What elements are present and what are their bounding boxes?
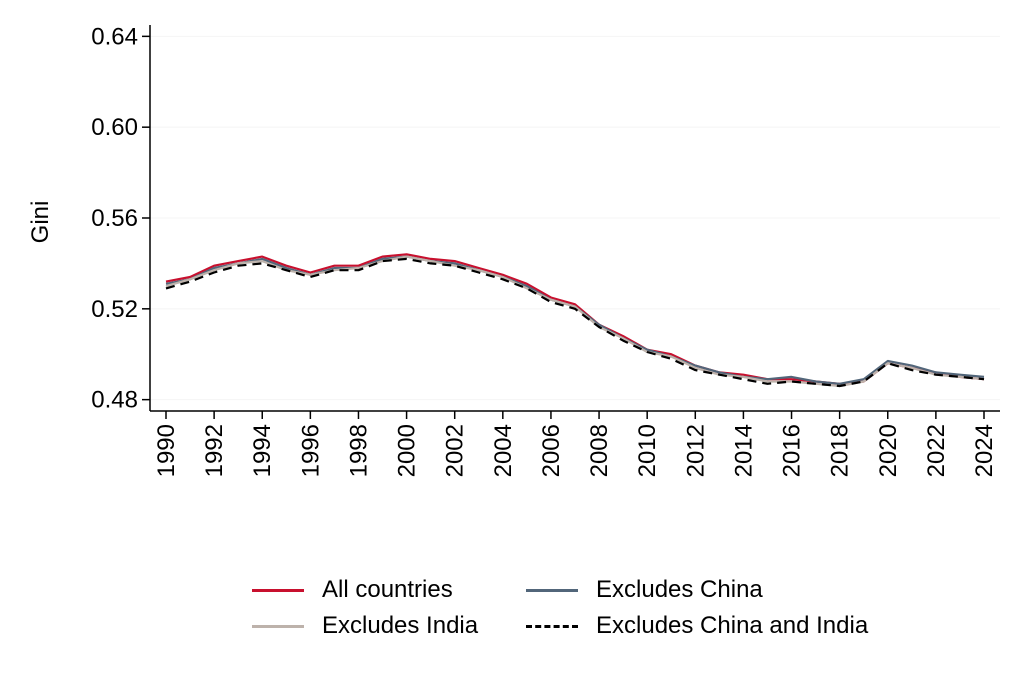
legend-swatch-all-countries <box>252 588 304 592</box>
x-tick-label: 2024 <box>971 424 998 477</box>
x-tick-label: 2014 <box>730 424 757 477</box>
y-tick-label: 0.52 <box>91 296 138 323</box>
y-tick-label: 0.64 <box>91 23 138 50</box>
x-tick-label: 2002 <box>442 424 469 477</box>
x-tick-label: 2016 <box>779 424 806 477</box>
x-tick-label: 2022 <box>923 424 950 477</box>
legend-label-excludes-china-and-india: Excludes China and India <box>596 612 869 639</box>
legend-item-excludes-china-and-india: Excludes China and India <box>526 612 868 640</box>
legend-swatch-excludes-india <box>252 624 304 628</box>
legend-item-all-countries: All countries <box>252 576 453 604</box>
legend-swatch-excludes-china <box>526 588 578 592</box>
axes-layer: 0.48 0.52 0.56 0.60 0.64 1990 1992 1994 1996 1998… <box>91 23 1000 477</box>
x-tick-label: 1998 <box>345 424 372 477</box>
y-axis-label: Gini <box>27 201 54 244</box>
x-tick-label: 2010 <box>634 424 661 477</box>
y-tick-label: 0.56 <box>91 205 138 232</box>
x-tick-label: 2000 <box>394 424 421 477</box>
legend-label-excludes-china: Excludes China <box>596 576 763 603</box>
legend-label-excludes-india: Excludes India <box>322 612 479 639</box>
legend-swatch-excludes-china-and-india <box>526 624 578 628</box>
x-tick-label: 1994 <box>249 424 276 477</box>
x-tick-label: 1990 <box>153 424 180 477</box>
y-tick-label: 0.48 <box>91 387 138 414</box>
x-tick-label: 2012 <box>682 424 709 477</box>
series-line-excludes-china <box>165 255 985 385</box>
x-tick-label: 2020 <box>875 424 902 477</box>
series-layer <box>165 253 985 388</box>
legend-item-excludes-china: Excludes China <box>526 576 763 604</box>
x-tick-label: 2018 <box>827 424 854 477</box>
series-line-excludes-india <box>165 255 985 388</box>
series-line-excludes-china-and-india <box>165 257 985 388</box>
x-tick-label: 1992 <box>201 424 228 477</box>
legend-item-excludes-india: Excludes India <box>252 612 478 640</box>
series-line-all-countries <box>165 253 985 385</box>
y-tick-label: 0.60 <box>91 114 138 141</box>
x-tick-label: 2004 <box>490 424 517 477</box>
x-tick-label: 2006 <box>538 424 565 477</box>
chart-legend: All countries Excludes China Excludes In… <box>252 576 952 656</box>
grid-layer <box>150 35 1000 401</box>
x-tick-label: 1996 <box>297 424 324 477</box>
x-tick-label: 2008 <box>586 424 613 477</box>
gini-line-chart: 0.48 0.52 0.56 0.60 0.64 1990 1992 1994 1996 1998… <box>27 23 1000 477</box>
legend-label-all-countries: All countries <box>322 576 453 603</box>
